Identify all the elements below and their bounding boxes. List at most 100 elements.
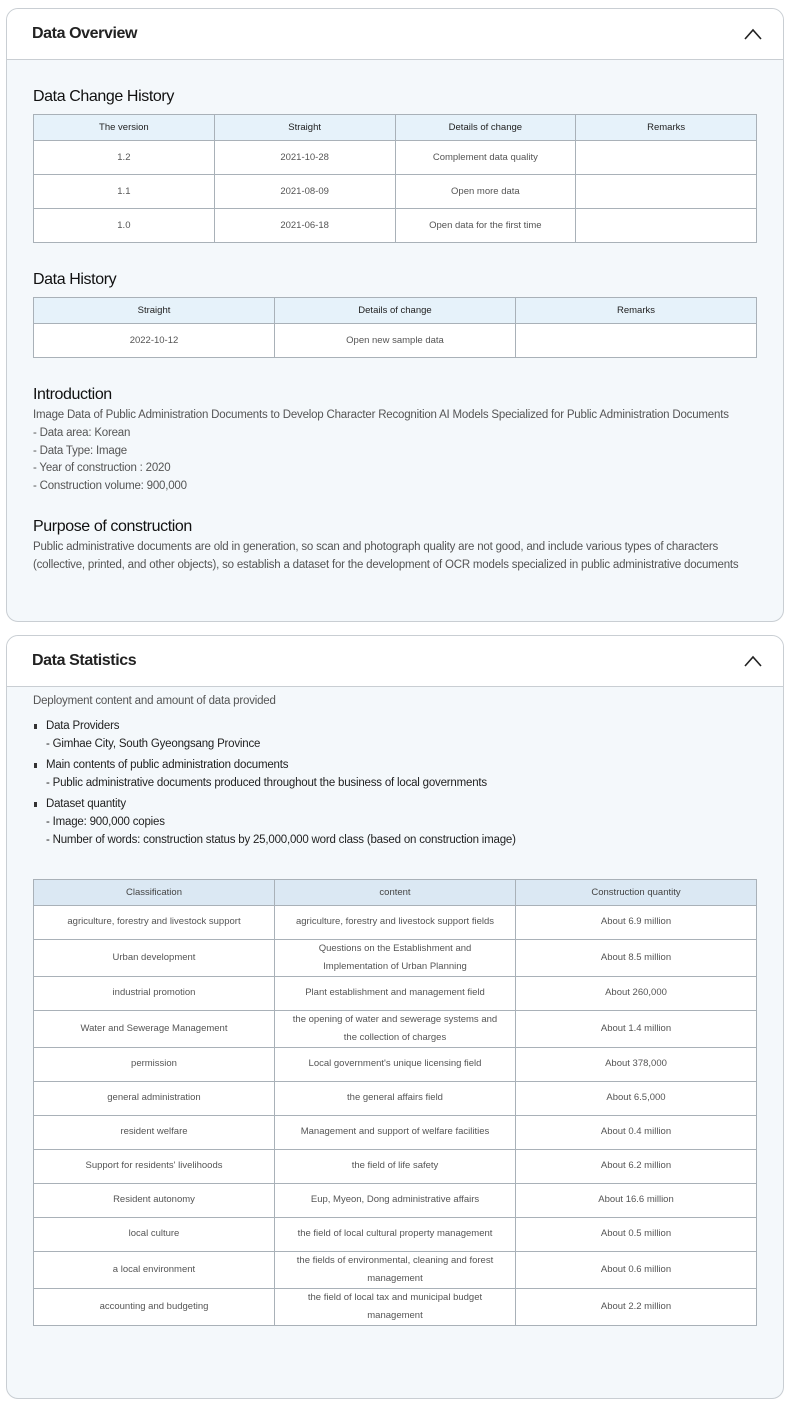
statistics-table: Classification content Construction quanti… [33, 878, 757, 1326]
table-row: Resident autonomy Eup, Myeon, Dong admini… [33, 1182, 757, 1218]
table-cell: Local government's unique licensing fiel… [274, 1046, 516, 1082]
table-row: accounting and budgeting the field of loc… [33, 1287, 757, 1326]
table-row: agriculture, forestry and livestock supp… [33, 904, 757, 940]
table-cell: About 8.5 million [515, 938, 757, 977]
table-cell: Complement data quality [394, 140, 577, 175]
table-row: Urban development Questions on the Establ… [33, 938, 757, 977]
table-cell: Eup, Myeon, Dong administrative affairs [274, 1182, 516, 1218]
table-cell: About 2.2 million [515, 1287, 757, 1326]
table-cell: Open more data [394, 174, 577, 209]
table-cell: About 6.9 million [515, 904, 757, 940]
section-title: Purpose of construction [33, 517, 192, 535]
table-cell: About 260,000 [515, 975, 757, 1011]
column-header: Remarks [515, 297, 757, 324]
table-cell [575, 208, 757, 243]
table-cell: the fields of environmental, cleaning an… [274, 1250, 516, 1289]
table-cell: resident welfare [33, 1114, 275, 1150]
table-cell: 2022-10-12 [33, 323, 275, 358]
table-cell: 1.0 [33, 208, 215, 243]
intro-line: - Construction volume: 900,000 [33, 480, 187, 493]
section-title: Data Change History [33, 88, 174, 105]
table-cell: Plant establishment and management field [274, 975, 516, 1011]
data-overview-header[interactable]: Data Overview [7, 9, 783, 60]
column-header: The version [33, 114, 215, 141]
table-cell: About 0.6 million [515, 1250, 757, 1289]
table-row: general administration the general affair… [33, 1080, 757, 1116]
data-overview-panel: Data Overview Data Change History The ve… [6, 8, 784, 622]
table-cell: Support for residents' livelihoods [33, 1148, 275, 1184]
table-cell: Questions on the Establishment and Imple… [274, 938, 516, 977]
table-cell [575, 174, 757, 209]
bullet-detail: - Gimhae City, South Gyeongsang Province [46, 737, 261, 750]
statistics-intro: Deployment content and amount of data pr… [33, 695, 276, 707]
data-statistics-header[interactable]: Data Statistics [7, 636, 783, 687]
table-cell: 2021-10-28 [213, 140, 396, 175]
change-history-table: The version Straight Details of change Rema… [33, 114, 757, 243]
panel-title: Data Overview [32, 25, 138, 42]
bullet-item: Main contents of public administration d… [33, 756, 757, 792]
table-row: 1.2 2021-10-28 Complement data quality [33, 140, 757, 175]
table-row: permission Local government's unique lice… [33, 1046, 757, 1082]
purpose-text: Public administrative documents are old … [33, 540, 739, 571]
table-cell: agriculture, forestry and livestock supp… [274, 904, 516, 940]
table-cell: Resident autonomy [33, 1182, 275, 1218]
column-header: Construction quantity [515, 878, 757, 906]
column-header: Details of change [274, 297, 516, 324]
table-cell [515, 323, 757, 358]
table-cell: About 378,000 [515, 1046, 757, 1082]
column-header: Classification [33, 878, 275, 906]
table-cell: the general affairs field [274, 1080, 516, 1116]
bullet-label: Data Providers [46, 719, 120, 732]
table-cell: Urban development [33, 938, 275, 977]
table-cell: About 0.4 million [515, 1114, 757, 1150]
bullet-label: Dataset quantity [46, 797, 126, 810]
bullet-detail: - Public administrative documents produc… [46, 776, 487, 789]
chevron-up-icon[interactable] [743, 654, 763, 668]
table-cell: the opening of water and sewerage system… [274, 1009, 516, 1048]
table-cell: Open new sample data [274, 323, 516, 358]
table-row: 1.0 2021-06-18 Open data for the first tim… [33, 208, 757, 243]
table-cell: Water and Sewerage Management [33, 1009, 275, 1048]
intro-line: - Data Type: Image [33, 444, 127, 457]
chevron-up-icon[interactable] [743, 27, 763, 41]
table-cell: a local environment [33, 1250, 275, 1289]
table-cell: 1.2 [33, 140, 215, 175]
table-cell: the field of local cultural property man… [274, 1216, 516, 1252]
table-cell: About 6.5,000 [515, 1080, 757, 1116]
bullet-label: Main contents of public administration d… [46, 758, 289, 771]
table-cell: Open data for the first time [394, 208, 577, 243]
column-header: content [274, 878, 516, 906]
column-header: Details of change [394, 114, 577, 141]
section-title: Introduction [33, 386, 112, 403]
table-cell: permission [33, 1046, 275, 1082]
table-cell [575, 140, 757, 175]
table-cell: general administration [33, 1080, 275, 1116]
section-title: Data History [33, 271, 117, 288]
intro-line: - Data area: Korean [33, 426, 131, 439]
table-cell: 1.1 [33, 174, 215, 209]
intro-line: - Year of construction : 2020 [33, 462, 171, 475]
table-cell: About 6.2 million [515, 1148, 757, 1184]
table-cell: industrial promotion [33, 975, 275, 1011]
table-cell: About 0.5 million [515, 1216, 757, 1252]
column-header: Straight [33, 297, 275, 324]
table-row: a local environment the fields of environ… [33, 1250, 757, 1289]
intro-line: Image Data of Public Administration Docu… [33, 409, 729, 421]
table-row: 1.1 2021-08-09 Open more data [33, 174, 757, 209]
bullet-item: Data Providers - Gimhae City, South Gyeon… [33, 717, 757, 753]
table-cell: Management and support of welfare facili… [274, 1114, 516, 1150]
bullet-detail: - Number of words: construction status b… [46, 833, 516, 846]
table-row: industrial promotion Plant establishment … [33, 975, 757, 1011]
table-cell: 2021-08-09 [213, 174, 396, 209]
table-cell: 2021-06-18 [213, 208, 396, 243]
table-row: local culture the field of local cultural… [33, 1216, 757, 1252]
bullet-detail: - Image: 900,000 copies [46, 815, 165, 828]
table-cell: accounting and budgeting [33, 1287, 275, 1326]
table-cell: agriculture, forestry and livestock supp… [33, 904, 275, 940]
data-statistics-panel: Data Statistics Deployment content and a… [6, 635, 784, 1399]
table-row: 2022-10-12 Open new sample data [33, 323, 757, 358]
table-cell: About 1.4 million [515, 1009, 757, 1048]
column-header: Straight [213, 114, 396, 141]
statistics-bullets: Data Providers - Gimhae City, South Gyeon… [33, 717, 757, 849]
table-cell: the field of life safety [274, 1148, 516, 1184]
